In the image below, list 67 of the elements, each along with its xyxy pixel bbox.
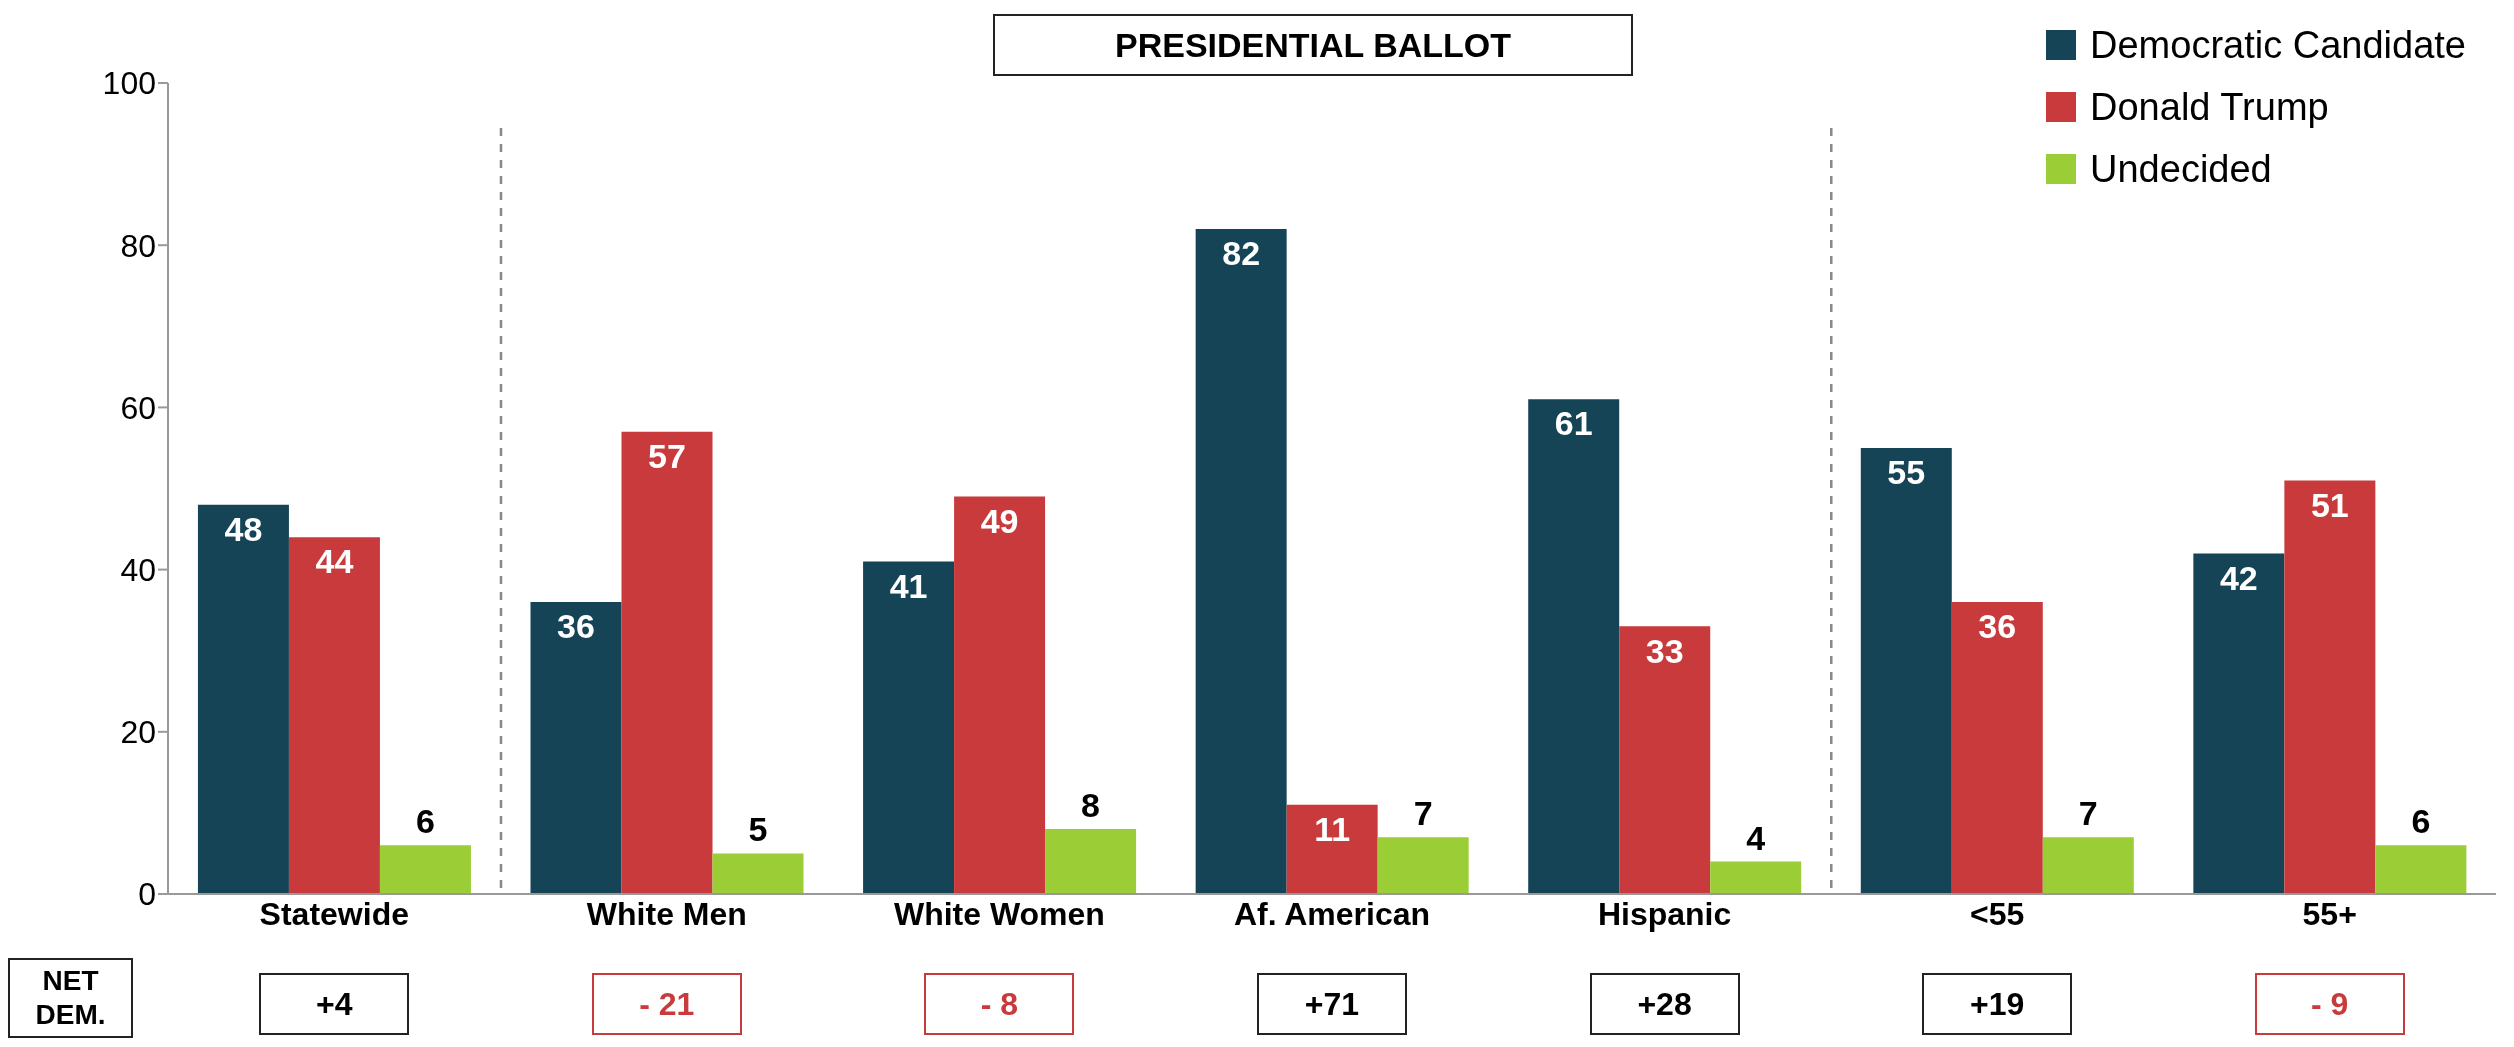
x-tick-label: Hispanic [1597,895,1732,932]
y-tick-label: 0 [138,876,156,913]
x-tick-label: <55 [1970,895,2025,932]
data-label: 7 [2078,794,2098,833]
data-label: 41 [889,566,928,605]
x-tick-label: White Men [586,895,747,932]
bar [1860,447,1952,894]
bar [621,431,713,894]
bar [2042,837,2134,894]
bar [197,504,289,894]
bar [863,561,955,894]
chart-title: PRESIDENTIAL BALLOT [993,14,1633,76]
data-label: 11 [1314,809,1351,848]
y-tick-label: 80 [120,227,156,264]
bar [2193,553,2285,894]
data-label: 57 [648,436,686,475]
legend-label: Donald Trump [2089,84,2330,130]
y-tick-label: 20 [120,714,156,751]
data-label: 61 [1554,404,1593,443]
bar [1377,837,1469,894]
bar [1045,829,1137,894]
y-tick-label: 100 [102,65,156,102]
text: - 9 [2254,973,2405,1035]
data-label: 49 [980,501,1019,540]
bar [1195,228,1287,894]
y-tick-label: 60 [120,389,156,426]
data-label: 82 [1222,234,1261,273]
bar [954,496,1046,894]
data-label: 6 [415,802,435,841]
text: NET DEM. [8,958,133,1038]
data-label: 6 [2411,802,2431,841]
data-label: 36 [557,607,595,646]
data-label: 5 [748,810,768,849]
bar [1619,626,1711,894]
text: +4 [259,973,410,1035]
bar [1710,861,1802,894]
data-label: 33 [1645,631,1684,670]
text: - 8 [924,973,1075,1035]
y-tick-label: 40 [120,551,156,588]
bar [379,845,471,894]
data-label: 48 [224,509,263,548]
bar [288,537,380,894]
data-label: 4 [1746,818,1766,857]
data-label: 42 [2219,558,2258,597]
legend-label: Undecided [2089,146,2273,192]
data-label: 55 [1887,453,1926,492]
data-label: 8 [1081,786,1101,825]
bar [1951,602,2043,894]
legend-label: Democratic Candidate [2089,22,2466,68]
x-tick-label: Statewide [259,895,409,932]
text: - 21 [591,973,742,1035]
text: +71 [1257,973,1407,1035]
data-label: 51 [2310,485,2349,524]
bar [1528,399,1620,894]
bar [2284,480,2376,894]
bar [530,602,622,894]
bar [712,853,804,894]
data-label: 7 [1413,794,1433,833]
x-tick-label: Af. American [1233,895,1431,932]
x-tick-label: White Women [893,895,1105,932]
data-label: 36 [1978,607,2017,646]
text: +28 [1589,973,1740,1035]
text: +19 [1922,973,2073,1035]
bar [1286,804,1378,894]
x-tick-label: 55+ [2302,895,2357,932]
bar [2375,845,2467,894]
data-label: 44 [315,542,354,581]
